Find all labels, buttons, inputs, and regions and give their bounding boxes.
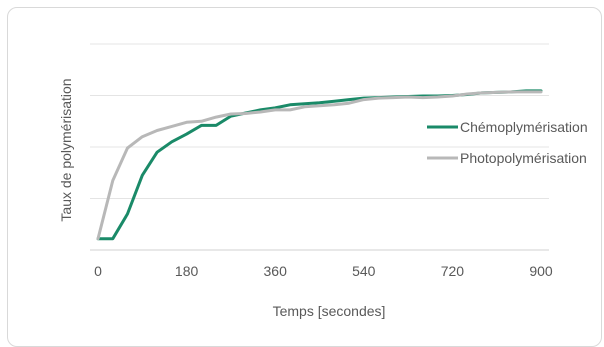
gridlines: [90, 43, 549, 251]
x-tick-label: 540: [352, 263, 376, 279]
legend: Chémoplymérisation Photopolymérisation: [427, 119, 588, 166]
x-axis-title: Temps [secondes]: [273, 303, 386, 319]
y-axis-title: Taux de polymérisation: [58, 78, 74, 221]
series-lines: [96, 89, 543, 241]
legend-label: Chémoplymérisation: [460, 119, 588, 135]
x-tick-label: 900: [529, 263, 553, 279]
chart-card: [7, 7, 602, 347]
series-line-2: [96, 90, 543, 241]
legend-label: Photopolymérisation: [460, 150, 587, 166]
x-tick-labels: 0 180 360 540 720 900: [94, 263, 553, 279]
x-tick-label: 0: [94, 263, 102, 279]
x-tick-label: 360: [264, 263, 288, 279]
x-tick-label: 720: [441, 263, 465, 279]
x-tick-label: 180: [175, 263, 199, 279]
